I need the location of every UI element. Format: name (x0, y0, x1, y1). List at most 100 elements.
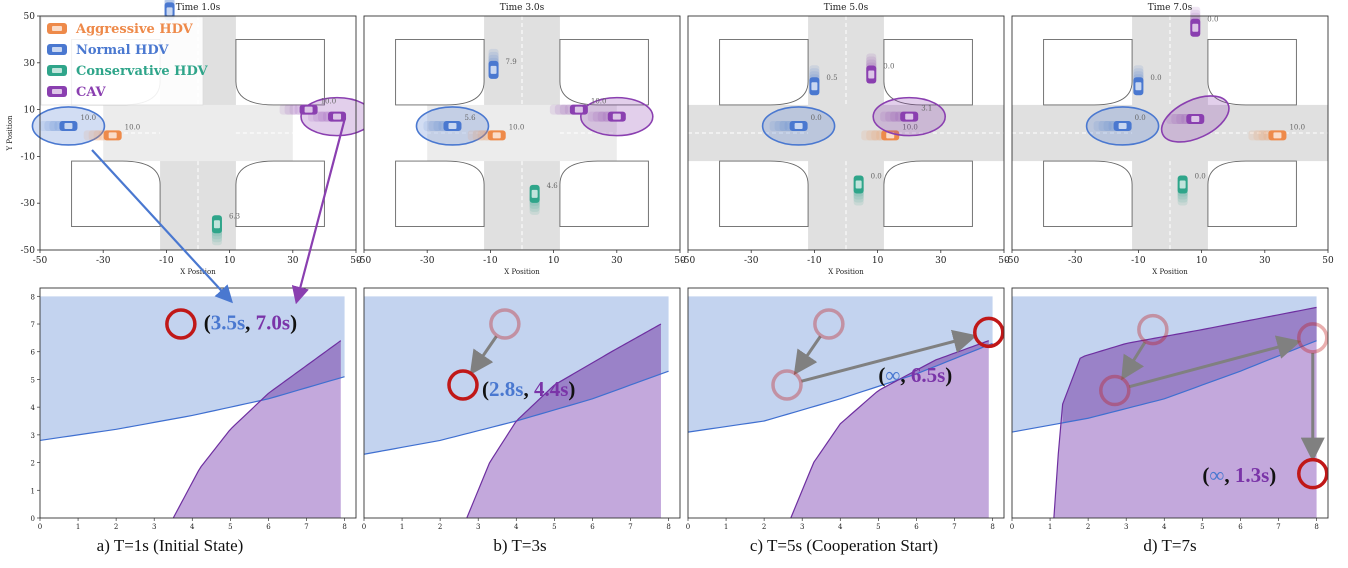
x-tick-label: 50 (350, 256, 362, 266)
transition-arrow (1121, 341, 1147, 381)
x-axis-label: X Position (1152, 268, 1188, 276)
state-circle (1297, 322, 1329, 354)
vehicle-speed-label: 0.5 (826, 74, 837, 82)
region-panel-4: 0 1 2 3 4 5 6 7 8 (∞, 1.3s) (1010, 287, 1329, 531)
x-tick-label: 50 (998, 256, 1010, 266)
x-tick-label: 8 (666, 523, 670, 531)
x-axis-label: X Position (828, 268, 864, 276)
vehicle-aggressive: 10.0 (83, 123, 140, 141)
y-tick-label: 2 (31, 460, 35, 468)
x-tick-label: -50 (681, 256, 696, 266)
normal-hdv-link-arrow (91, 149, 233, 304)
timing-label-part: ) (1269, 463, 1276, 487)
timing-label-part: , (900, 363, 911, 387)
vehicle-speed-label: 6.3 (229, 212, 240, 220)
timing-label-part: ( (878, 363, 885, 387)
x-tick-label: 3 (476, 523, 480, 531)
legend-item: CAV (47, 85, 106, 100)
timing-label: (∞, 1.3s) (1202, 463, 1276, 487)
x-tick-label: 2 (762, 523, 766, 531)
timing-label-part: 2.8s (489, 377, 523, 401)
vehicle-window (490, 65, 497, 74)
plot-frame (687, 15, 1005, 251)
purple-boundary-curve (172, 340, 342, 519)
x-tick-label: 0 (1010, 523, 1014, 531)
x-tick-label: -50 (33, 256, 48, 266)
vehicle-speed-label: 10.0 (902, 123, 918, 131)
vehicle-window (304, 106, 313, 113)
plot-frame (39, 287, 357, 519)
vehicle-window (1191, 115, 1200, 122)
vehicle-speed-label: 4.6 (547, 182, 559, 190)
vehicle-normal: 10.0 (31, 106, 106, 146)
vehicle-window (574, 106, 583, 113)
vehicle-speed-label: 10.0 (591, 98, 607, 106)
region-panel-2: 0 1 2 3 4 5 6 7 8 (2.8s, 4.4s) (362, 287, 681, 531)
vehicle-cav: 10.0 (279, 98, 336, 115)
legend-item: Conservative HDV (47, 64, 209, 79)
overlap-region (518, 324, 661, 421)
vehicle-window (1179, 180, 1186, 189)
x-tick-label: 30 (1259, 256, 1271, 266)
x-tick-label: 6 (1238, 523, 1243, 531)
timing-label-part: ( (204, 311, 211, 335)
timing-label-part: , (245, 311, 256, 335)
x-tick-label: 3 (800, 523, 804, 531)
x-tick-label: -50 (1005, 256, 1020, 266)
curb-nw (395, 38, 485, 106)
timing-label-part: 1.3s (1235, 463, 1269, 487)
curb-se (559, 160, 649, 228)
vehicle-speed-label: 10.0 (1289, 123, 1305, 131)
x-tick-label: 8 (990, 523, 994, 531)
scene-panel-4: 0.0 0.0 10.0 0.0 0.0 Time 7.0s -50 -30 -10 10 30 50… (1005, 3, 1334, 276)
transition-arrow (793, 335, 822, 376)
vehicle-trail (861, 130, 880, 141)
vehicle-trail (1253, 130, 1272, 141)
link-arrows (91, 117, 347, 305)
vehicle-conservative: 4.6 (529, 182, 559, 215)
x-tick-label: 2 (438, 523, 442, 531)
vehicle-speed-label: 10.0 (509, 123, 525, 131)
vehicle-window (794, 122, 803, 129)
vehicle-trail (279, 104, 298, 115)
y-tick-label: 1 (31, 487, 35, 495)
y-tick-label: 10 (24, 106, 36, 116)
vehicle-trail (549, 104, 568, 115)
vehicle-trail (880, 111, 899, 122)
plot-frame (1011, 287, 1329, 519)
vehicle-cav: 0.0 (866, 53, 894, 84)
y-tick-label: 30 (24, 59, 36, 69)
legend-car-window (52, 68, 62, 73)
overlap-region (1062, 307, 1317, 423)
vehicle-trail (1171, 113, 1190, 124)
timing-label: (2.8s, 4.4s) (482, 377, 575, 401)
vehicle-trail (554, 104, 573, 115)
x-tick-label: 1 (724, 523, 728, 531)
blue-boundary-curve (687, 342, 993, 433)
x-tick-label: -30 (420, 256, 435, 266)
curb-ne (1207, 38, 1297, 106)
curb-nw (719, 38, 809, 106)
vehicle-window (1273, 132, 1282, 139)
vehicle-window (492, 132, 501, 139)
vehicle-speed-label: 3.1 (921, 105, 932, 113)
x-tick-label: 4 (514, 523, 519, 531)
vehicle-normal: 7.9 (488, 48, 517, 79)
x-tick-label: 8 (1314, 523, 1318, 531)
vehicle-window (1118, 122, 1127, 129)
vehicle-trail (866, 130, 885, 141)
vehicle-speed-label: 7.9 (506, 58, 517, 66)
timing-label-part: , (523, 377, 534, 401)
legend-label: Normal HDV (76, 43, 169, 58)
vehicle-trail (1098, 120, 1117, 131)
vehicle-window (448, 122, 457, 129)
blue-feasible-region (364, 296, 669, 455)
x-tick-label: -10 (159, 256, 174, 266)
transition-arrow (801, 329, 978, 383)
x-tick-label: 7 (952, 523, 956, 531)
vehicle-window (868, 70, 875, 79)
vehicle-trail (1248, 130, 1267, 141)
vehicle-normal: 0.5 (809, 65, 838, 96)
timing-label-part: 6.5s (911, 363, 945, 387)
